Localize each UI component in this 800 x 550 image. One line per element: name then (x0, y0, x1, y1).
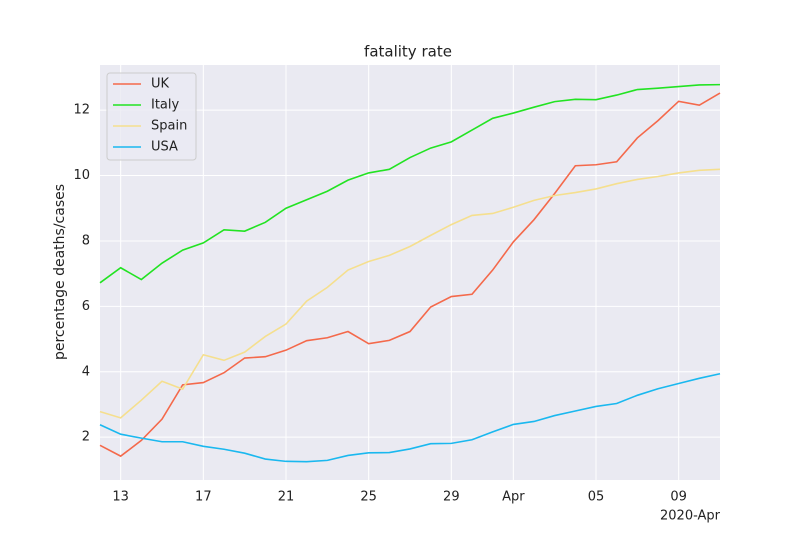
y-tick-label: 12 (73, 103, 90, 118)
x-tick-label: 09 (670, 490, 687, 505)
series-line (99, 92, 721, 458)
chart-title: fatality rate (364, 43, 452, 61)
y-tick-label: 2 (82, 430, 90, 445)
grid (100, 65, 720, 480)
legend: UK Italy Spain USA (106, 72, 197, 161)
x-tick-label: Apr (502, 490, 525, 505)
x-tick-label: 25 (360, 490, 377, 505)
x-tick-label: 17 (195, 490, 212, 505)
y-axis-label: percentage deaths/cases (52, 184, 68, 360)
legend-label: Spain (151, 119, 187, 134)
lines (99, 83, 721, 463)
y-tick-label: 8 (82, 233, 90, 248)
y-tick-label: 10 (73, 168, 90, 183)
x-tick-label: 05 (588, 490, 605, 505)
series-line (99, 83, 721, 284)
series-line (99, 168, 721, 419)
y-tick-label: 4 (82, 364, 90, 379)
legend-label: UK (151, 77, 170, 92)
x-tick-label: 13 (112, 490, 129, 505)
legend-label: Italy (151, 98, 180, 113)
x-tick-label: 21 (278, 490, 295, 505)
y-tick-label: 6 (82, 299, 90, 314)
legend-box (106, 72, 197, 161)
legend-label: USA (151, 140, 178, 155)
x-tick-label: 29 (443, 490, 460, 505)
x-offset-label: 2020-Apr (660, 509, 721, 524)
series-line (99, 372, 721, 463)
